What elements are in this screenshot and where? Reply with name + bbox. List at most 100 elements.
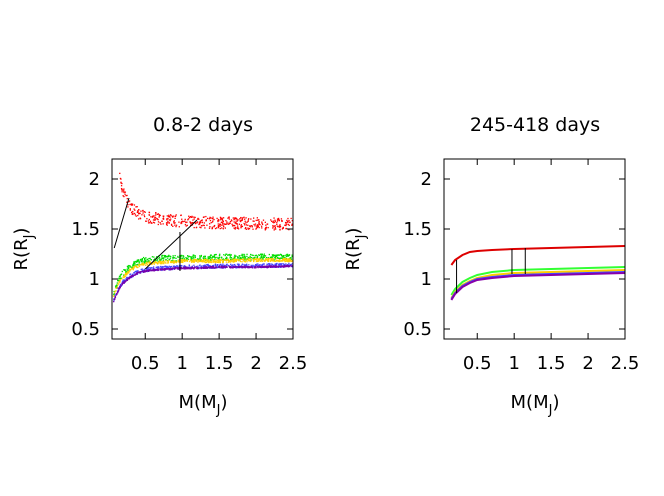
- data-point: [258, 222, 260, 224]
- data-point: [151, 215, 154, 218]
- data-point: [180, 221, 183, 223]
- data-point: [289, 259, 291, 261]
- data-point: [170, 268, 172, 271]
- data-point: [150, 259, 153, 261]
- data-point: [278, 258, 281, 261]
- data-point: [129, 209, 131, 211]
- data-point: [257, 260, 260, 262]
- data-point: [236, 256, 239, 258]
- data-point: [159, 214, 161, 217]
- data-point: [206, 217, 209, 220]
- data-point: [257, 225, 259, 228]
- data-point: [222, 225, 225, 227]
- data-point: [279, 226, 281, 228]
- data-point: [205, 259, 207, 261]
- data-point: [272, 220, 275, 222]
- data-point: [159, 269, 162, 271]
- data-point: [122, 276, 124, 278]
- data-point: [155, 214, 157, 216]
- data-point: [263, 256, 266, 258]
- data-point: [212, 256, 214, 258]
- data-point: [211, 259, 213, 261]
- data-point: [118, 289, 120, 291]
- data-point: [126, 276, 128, 279]
- data-point: [117, 279, 120, 281]
- annotation-line: [113, 197, 130, 249]
- data-point: [171, 260, 174, 262]
- data-point: [221, 257, 223, 259]
- data-point: [145, 257, 147, 259]
- data-point: [124, 191, 127, 193]
- x-axis-label: M(MJ): [511, 392, 560, 418]
- data-point: [256, 263, 258, 265]
- series-points: [113, 264, 293, 303]
- data-point: [241, 261, 243, 263]
- data-point: [237, 260, 240, 262]
- data-point: [199, 257, 201, 260]
- data-point: [211, 257, 213, 259]
- data-point: [209, 223, 211, 225]
- data-point: [218, 261, 220, 264]
- data-point: [176, 265, 178, 267]
- data-point: [270, 220, 273, 222]
- data-point: [156, 259, 158, 262]
- data-point: [257, 265, 259, 267]
- data-point: [174, 266, 176, 268]
- data-point: [280, 218, 283, 220]
- data-point: [214, 261, 216, 263]
- data-point: [248, 218, 250, 220]
- data-point: [116, 286, 118, 288]
- data-point: [184, 218, 186, 221]
- data-point: [265, 258, 267, 261]
- data-point: [226, 221, 228, 223]
- y-axis-label: R(RJ): [343, 228, 369, 271]
- data-point: [138, 264, 140, 266]
- data-point: [232, 260, 234, 262]
- data-point: [208, 218, 211, 220]
- data-point: [262, 219, 265, 221]
- data-point: [200, 255, 202, 258]
- data-point: [141, 270, 143, 273]
- data-point: [163, 269, 165, 271]
- data-point: [135, 215, 137, 217]
- data-point: [204, 260, 206, 262]
- data-point: [128, 200, 131, 202]
- data-point: [291, 223, 293, 225]
- data-point: [225, 265, 228, 268]
- data-point: [135, 261, 138, 263]
- data-point: [137, 212, 140, 214]
- data-point: [234, 255, 236, 257]
- data-point: [282, 255, 284, 257]
- data-point: [189, 259, 191, 261]
- tick-marks: 0.5 1 1.5 2 2.5 0.5 1 1.5 2: [403, 159, 639, 374]
- data-point: [146, 261, 148, 264]
- data-point: [123, 195, 125, 198]
- data-point: [285, 255, 287, 258]
- data-point: [134, 265, 136, 268]
- data-point: [203, 224, 205, 227]
- data-point: [198, 260, 201, 262]
- data-point: [285, 259, 288, 261]
- data-point: [157, 213, 160, 215]
- data-point: [188, 266, 190, 269]
- data-point: [258, 220, 260, 223]
- data-point: [264, 265, 266, 268]
- data-point: [220, 259, 222, 262]
- data-point: [199, 220, 202, 222]
- data-point: [270, 219, 272, 221]
- data-point: [198, 221, 200, 223]
- data-point: [161, 269, 163, 272]
- data-point: [186, 221, 188, 223]
- data-point: [256, 217, 258, 219]
- data-point: [158, 215, 161, 217]
- data-point: [290, 260, 292, 262]
- data-point: [221, 264, 224, 267]
- data-point: [175, 257, 177, 260]
- y-tick-label: 0.5: [71, 319, 100, 340]
- data-point: [235, 255, 237, 257]
- data-point: [271, 258, 273, 260]
- data-point: [126, 271, 128, 273]
- data-point: [123, 277, 125, 279]
- data-point: [137, 210, 139, 213]
- data-point: [252, 259, 254, 261]
